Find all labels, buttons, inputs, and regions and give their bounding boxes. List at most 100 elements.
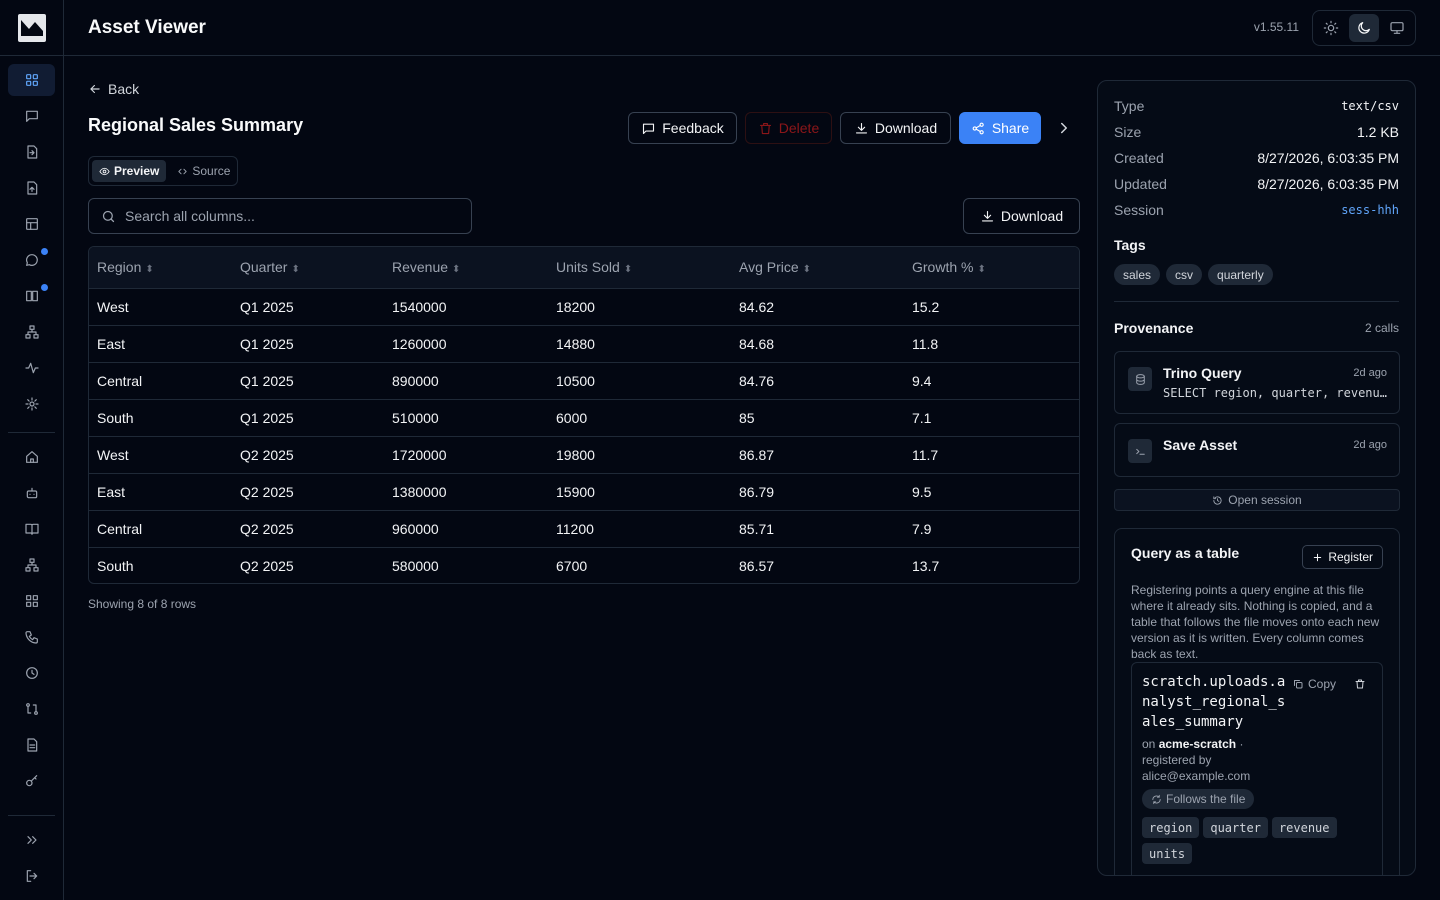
table-cell: 86.79 (731, 473, 904, 511)
feedback-button[interactable]: Feedback (628, 112, 737, 144)
tab-preview[interactable]: Preview (92, 160, 167, 182)
nav-history[interactable] (8, 657, 55, 689)
grid-icon (25, 74, 38, 86)
table-row: East Q2 2025 1380000 15900 86.79 9.5 (89, 473, 1079, 511)
catalog-name: acme-scratch (1158, 737, 1237, 751)
table-cell: 14880 (548, 325, 731, 363)
logout-button[interactable] (8, 860, 55, 892)
nav-keys[interactable] (8, 765, 55, 797)
trash-icon (1355, 679, 1365, 689)
table-row: East Q1 2025 1260000 14880 84.68 11.8 (89, 325, 1079, 363)
share-button[interactable]: Share (959, 112, 1041, 144)
nav-settings[interactable] (8, 388, 55, 420)
download-button[interactable]: Download (840, 112, 951, 144)
tab-source[interactable]: Source (170, 160, 237, 182)
sort-icon: ⬍ (802, 264, 812, 276)
nav-dashboard[interactable] (8, 64, 55, 96)
register-button[interactable]: Register (1302, 545, 1383, 569)
copy-icon (1294, 680, 1303, 689)
column-header[interactable]: Avg Price ⬍ (731, 247, 904, 289)
home-icon (25, 451, 38, 463)
toggle-panel-button[interactable] (1055, 119, 1073, 137)
logout-icon (26, 870, 37, 882)
column-header[interactable]: Region ⬍ (89, 247, 232, 289)
file-import-icon (26, 145, 37, 159)
nav-hierarchy[interactable] (8, 549, 55, 581)
table-cell: 7.1 (904, 399, 1079, 437)
meta-row-updated: Updated 8/27/2026, 6:03:35 PM (1114, 174, 1399, 194)
sidebar (0, 0, 64, 900)
table-cell: 1540000 (384, 288, 548, 326)
tag[interactable]: csv (1166, 264, 1203, 285)
nav-docs[interactable] (8, 513, 55, 545)
monitor-icon (1390, 22, 1404, 34)
table-download-button[interactable]: Download (963, 198, 1080, 234)
delete-button[interactable]: Delete (745, 112, 832, 144)
table-cell: Q2 2025 (232, 473, 384, 511)
column-header[interactable]: Growth % ⬍ (904, 247, 1079, 289)
expand-sidebar-button[interactable] (8, 824, 55, 856)
back-link[interactable]: Back (88, 81, 139, 97)
meta-key: Session (1114, 202, 1164, 218)
view-tabs: Preview Source (88, 156, 238, 186)
notification-dot (41, 284, 48, 291)
arrow-left-icon (90, 84, 100, 94)
nav-chat[interactable] (8, 100, 55, 132)
download-label: Download (874, 120, 938, 136)
page-title: Regional Sales Summary (88, 115, 304, 135)
clock-icon (25, 667, 38, 679)
download-icon (981, 210, 993, 221)
system-theme-button[interactable] (1381, 14, 1412, 42)
nav-tables[interactable] (8, 208, 55, 240)
nav-network[interactable] (8, 316, 55, 348)
database-icon (1128, 367, 1152, 391)
file-upload-icon (26, 181, 37, 195)
table-cell: 7.9 (904, 510, 1079, 548)
copy-button[interactable]: Copy (1292, 677, 1336, 691)
version-label: v1.55.11 (1253, 20, 1299, 34)
column-header[interactable]: Units Sold ⬍ (548, 247, 731, 289)
nav-agents[interactable] (8, 477, 55, 509)
nav-apps[interactable] (8, 585, 55, 617)
registered-table-name: scratch.uploads.analyst_regional_sales_s… (1142, 674, 1286, 730)
session-link[interactable]: sess-hhh (1341, 203, 1399, 217)
provenance-item[interactable]: Trino Query 2d ago SELECT region, quarte… (1114, 351, 1400, 414)
open-session-button[interactable]: Open session (1114, 489, 1400, 511)
dark-theme-button[interactable] (1348, 14, 1380, 42)
table-cell: 84.62 (731, 288, 904, 326)
column-header[interactable]: Revenue ⬍ (384, 247, 548, 289)
details-panel: Type text/csv Size 1.2 KB Created 8/27/2026, … (1097, 80, 1416, 876)
meta-key: Updated (1114, 176, 1167, 192)
nav-calls[interactable] (8, 621, 55, 653)
nav-library[interactable] (8, 280, 55, 312)
table-cell: Q1 2025 (232, 288, 384, 326)
column-header[interactable]: Quarter ⬍ (232, 247, 384, 289)
meta-row-type: Type text/csv (1114, 96, 1399, 116)
hierarchy-icon (24, 558, 39, 572)
table-cell: East (89, 473, 232, 511)
nav-upload[interactable] (8, 172, 55, 204)
table-download-label: Download (1000, 208, 1064, 224)
provenance-item[interactable]: Save Asset 2d ago (1114, 423, 1400, 477)
sort-icon: ⬍ (145, 264, 154, 276)
nav-import[interactable] (8, 136, 55, 168)
nav-activity[interactable] (8, 352, 55, 384)
trash-icon (759, 122, 771, 134)
nav-messages[interactable] (8, 244, 55, 276)
light-theme-button[interactable] (1316, 14, 1347, 42)
tag[interactable]: sales (1114, 264, 1161, 285)
sort-icon: ⬍ (977, 264, 986, 276)
table-cell: 84.76 (731, 362, 904, 400)
tab-preview-label: Preview (114, 164, 160, 178)
nav-compare[interactable] (8, 693, 55, 725)
logo-icon[interactable] (18, 14, 46, 42)
query-description: Registering points a query engine at thi… (1131, 583, 1380, 661)
row-count: Showing 8 of 8 rows (88, 597, 197, 611)
unregister-button[interactable] (1354, 677, 1366, 693)
nav-home[interactable] (8, 441, 55, 473)
provenance-count: 2 calls (1364, 321, 1399, 335)
nav-documents[interactable] (8, 729, 55, 761)
search-input[interactable] (125, 208, 445, 224)
tag[interactable]: quarterly (1208, 264, 1273, 285)
table-cell: East (89, 325, 232, 363)
